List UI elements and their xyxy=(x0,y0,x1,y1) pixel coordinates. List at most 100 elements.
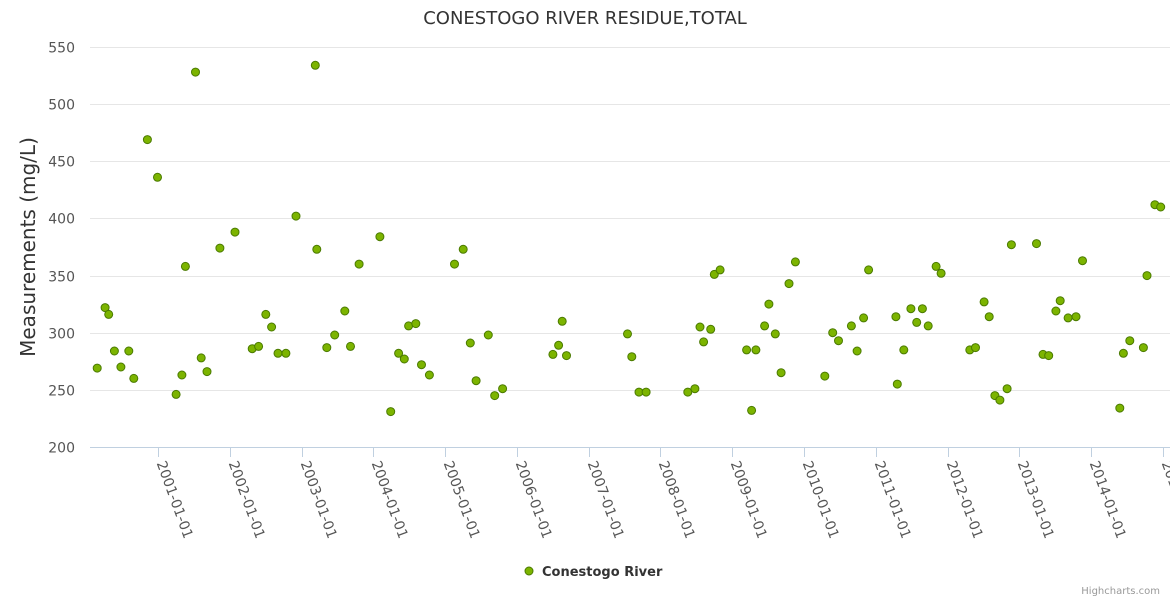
data-point[interactable] xyxy=(912,317,922,327)
data-point[interactable] xyxy=(984,312,994,322)
data-point[interactable] xyxy=(562,351,571,361)
data-point[interactable] xyxy=(936,268,946,278)
data-point[interactable] xyxy=(834,336,843,346)
data-point[interactable] xyxy=(1115,403,1125,413)
data-point[interactable] xyxy=(715,265,725,275)
data-point[interactable] xyxy=(458,244,468,254)
legend-marker-icon[interactable] xyxy=(524,566,534,576)
data-point[interactable] xyxy=(281,348,291,358)
data-point[interactable] xyxy=(215,243,225,253)
data-point[interactable] xyxy=(411,319,421,329)
data-point[interactable] xyxy=(764,299,774,309)
data-point[interactable] xyxy=(312,244,322,254)
data-point[interactable] xyxy=(1142,271,1152,281)
data-point[interactable] xyxy=(153,172,162,182)
data-point[interactable] xyxy=(1156,202,1166,212)
data-point[interactable] xyxy=(1071,312,1081,322)
data-point[interactable] xyxy=(852,346,862,356)
data-point[interactable] xyxy=(899,345,909,355)
data-point[interactable] xyxy=(104,309,114,319)
data-point[interactable] xyxy=(699,337,709,347)
data-point[interactable] xyxy=(790,257,800,267)
data-point[interactable] xyxy=(627,352,637,362)
data-point[interactable] xyxy=(465,338,475,348)
data-point[interactable] xyxy=(742,345,752,355)
data-point[interactable] xyxy=(202,367,212,377)
data-point[interactable] xyxy=(310,60,320,70)
data-point[interactable] xyxy=(230,227,240,237)
data-point[interactable] xyxy=(330,330,340,340)
data-point[interactable] xyxy=(751,345,761,355)
data-point[interactable] xyxy=(923,321,933,331)
data-point[interactable] xyxy=(267,322,277,332)
data-point[interactable] xyxy=(1138,343,1148,353)
data-point[interactable] xyxy=(129,373,139,383)
data-point[interactable] xyxy=(471,376,481,386)
data-point[interactable] xyxy=(770,329,780,339)
data-point[interactable] xyxy=(709,269,719,279)
data-point[interactable] xyxy=(375,232,385,242)
data-point[interactable] xyxy=(695,322,705,332)
data-point[interactable] xyxy=(1118,348,1128,358)
data-point[interactable] xyxy=(1002,384,1012,394)
data-point[interactable] xyxy=(906,304,916,314)
data-point[interactable] xyxy=(548,349,558,359)
data-point[interactable] xyxy=(706,324,716,334)
data-point[interactable] xyxy=(747,405,757,415)
data-point[interactable] xyxy=(917,304,927,314)
data-point[interactable] xyxy=(995,395,1005,405)
data-point[interactable] xyxy=(340,306,350,316)
data-point[interactable] xyxy=(273,348,283,358)
data-point[interactable] xyxy=(891,312,901,322)
data-point[interactable] xyxy=(828,328,838,338)
data-point[interactable] xyxy=(623,329,632,339)
data-point[interactable] xyxy=(450,259,459,269)
data-point[interactable] xyxy=(554,340,564,350)
data-point[interactable] xyxy=(1032,239,1041,249)
data-point[interactable] xyxy=(846,321,856,331)
data-point[interactable] xyxy=(346,341,355,351)
data-point[interactable] xyxy=(354,259,364,269)
data-point[interactable] xyxy=(191,67,200,77)
data-point[interactable] xyxy=(109,346,119,356)
data-point[interactable] xyxy=(971,343,980,353)
data-point[interactable] xyxy=(931,261,941,271)
data-point[interactable] xyxy=(776,368,786,378)
data-point[interactable] xyxy=(394,348,404,358)
data-point[interactable] xyxy=(490,391,500,401)
data-point[interactable] xyxy=(1125,336,1135,346)
data-point[interactable] xyxy=(690,384,700,394)
credits-link[interactable]: Highcharts.com xyxy=(1081,586,1160,597)
data-point[interactable] xyxy=(142,135,152,145)
data-point[interactable] xyxy=(760,321,770,331)
data-point[interactable] xyxy=(322,343,332,353)
data-point[interactable] xyxy=(196,353,206,363)
data-point[interactable] xyxy=(254,341,264,351)
data-point[interactable] xyxy=(291,211,301,221)
data-point[interactable] xyxy=(124,346,134,356)
data-point[interactable] xyxy=(892,379,902,389)
data-point[interactable] xyxy=(92,363,102,373)
data-point[interactable] xyxy=(557,316,567,326)
data-point[interactable] xyxy=(683,387,693,397)
data-point[interactable] xyxy=(820,371,830,381)
data-point[interactable] xyxy=(171,389,181,399)
data-point[interactable] xyxy=(979,297,989,307)
data-point[interactable] xyxy=(1078,256,1087,266)
data-point[interactable] xyxy=(116,362,126,372)
data-point[interactable] xyxy=(498,384,508,394)
data-point[interactable] xyxy=(261,309,271,319)
data-point[interactable] xyxy=(1051,306,1061,316)
data-point[interactable] xyxy=(859,313,869,323)
data-point[interactable] xyxy=(100,303,110,313)
data-point[interactable] xyxy=(417,360,426,370)
data-point[interactable] xyxy=(177,370,187,380)
data-point[interactable] xyxy=(1044,351,1054,361)
data-point[interactable] xyxy=(424,370,434,380)
data-point[interactable] xyxy=(1055,296,1065,306)
legend-item-conestogo-river[interactable]: Conestogo River xyxy=(542,565,663,580)
legend[interactable]: Conestogo River xyxy=(524,565,663,580)
data-point[interactable] xyxy=(1063,313,1073,323)
data-point[interactable] xyxy=(483,330,493,340)
data-point[interactable] xyxy=(641,387,651,397)
